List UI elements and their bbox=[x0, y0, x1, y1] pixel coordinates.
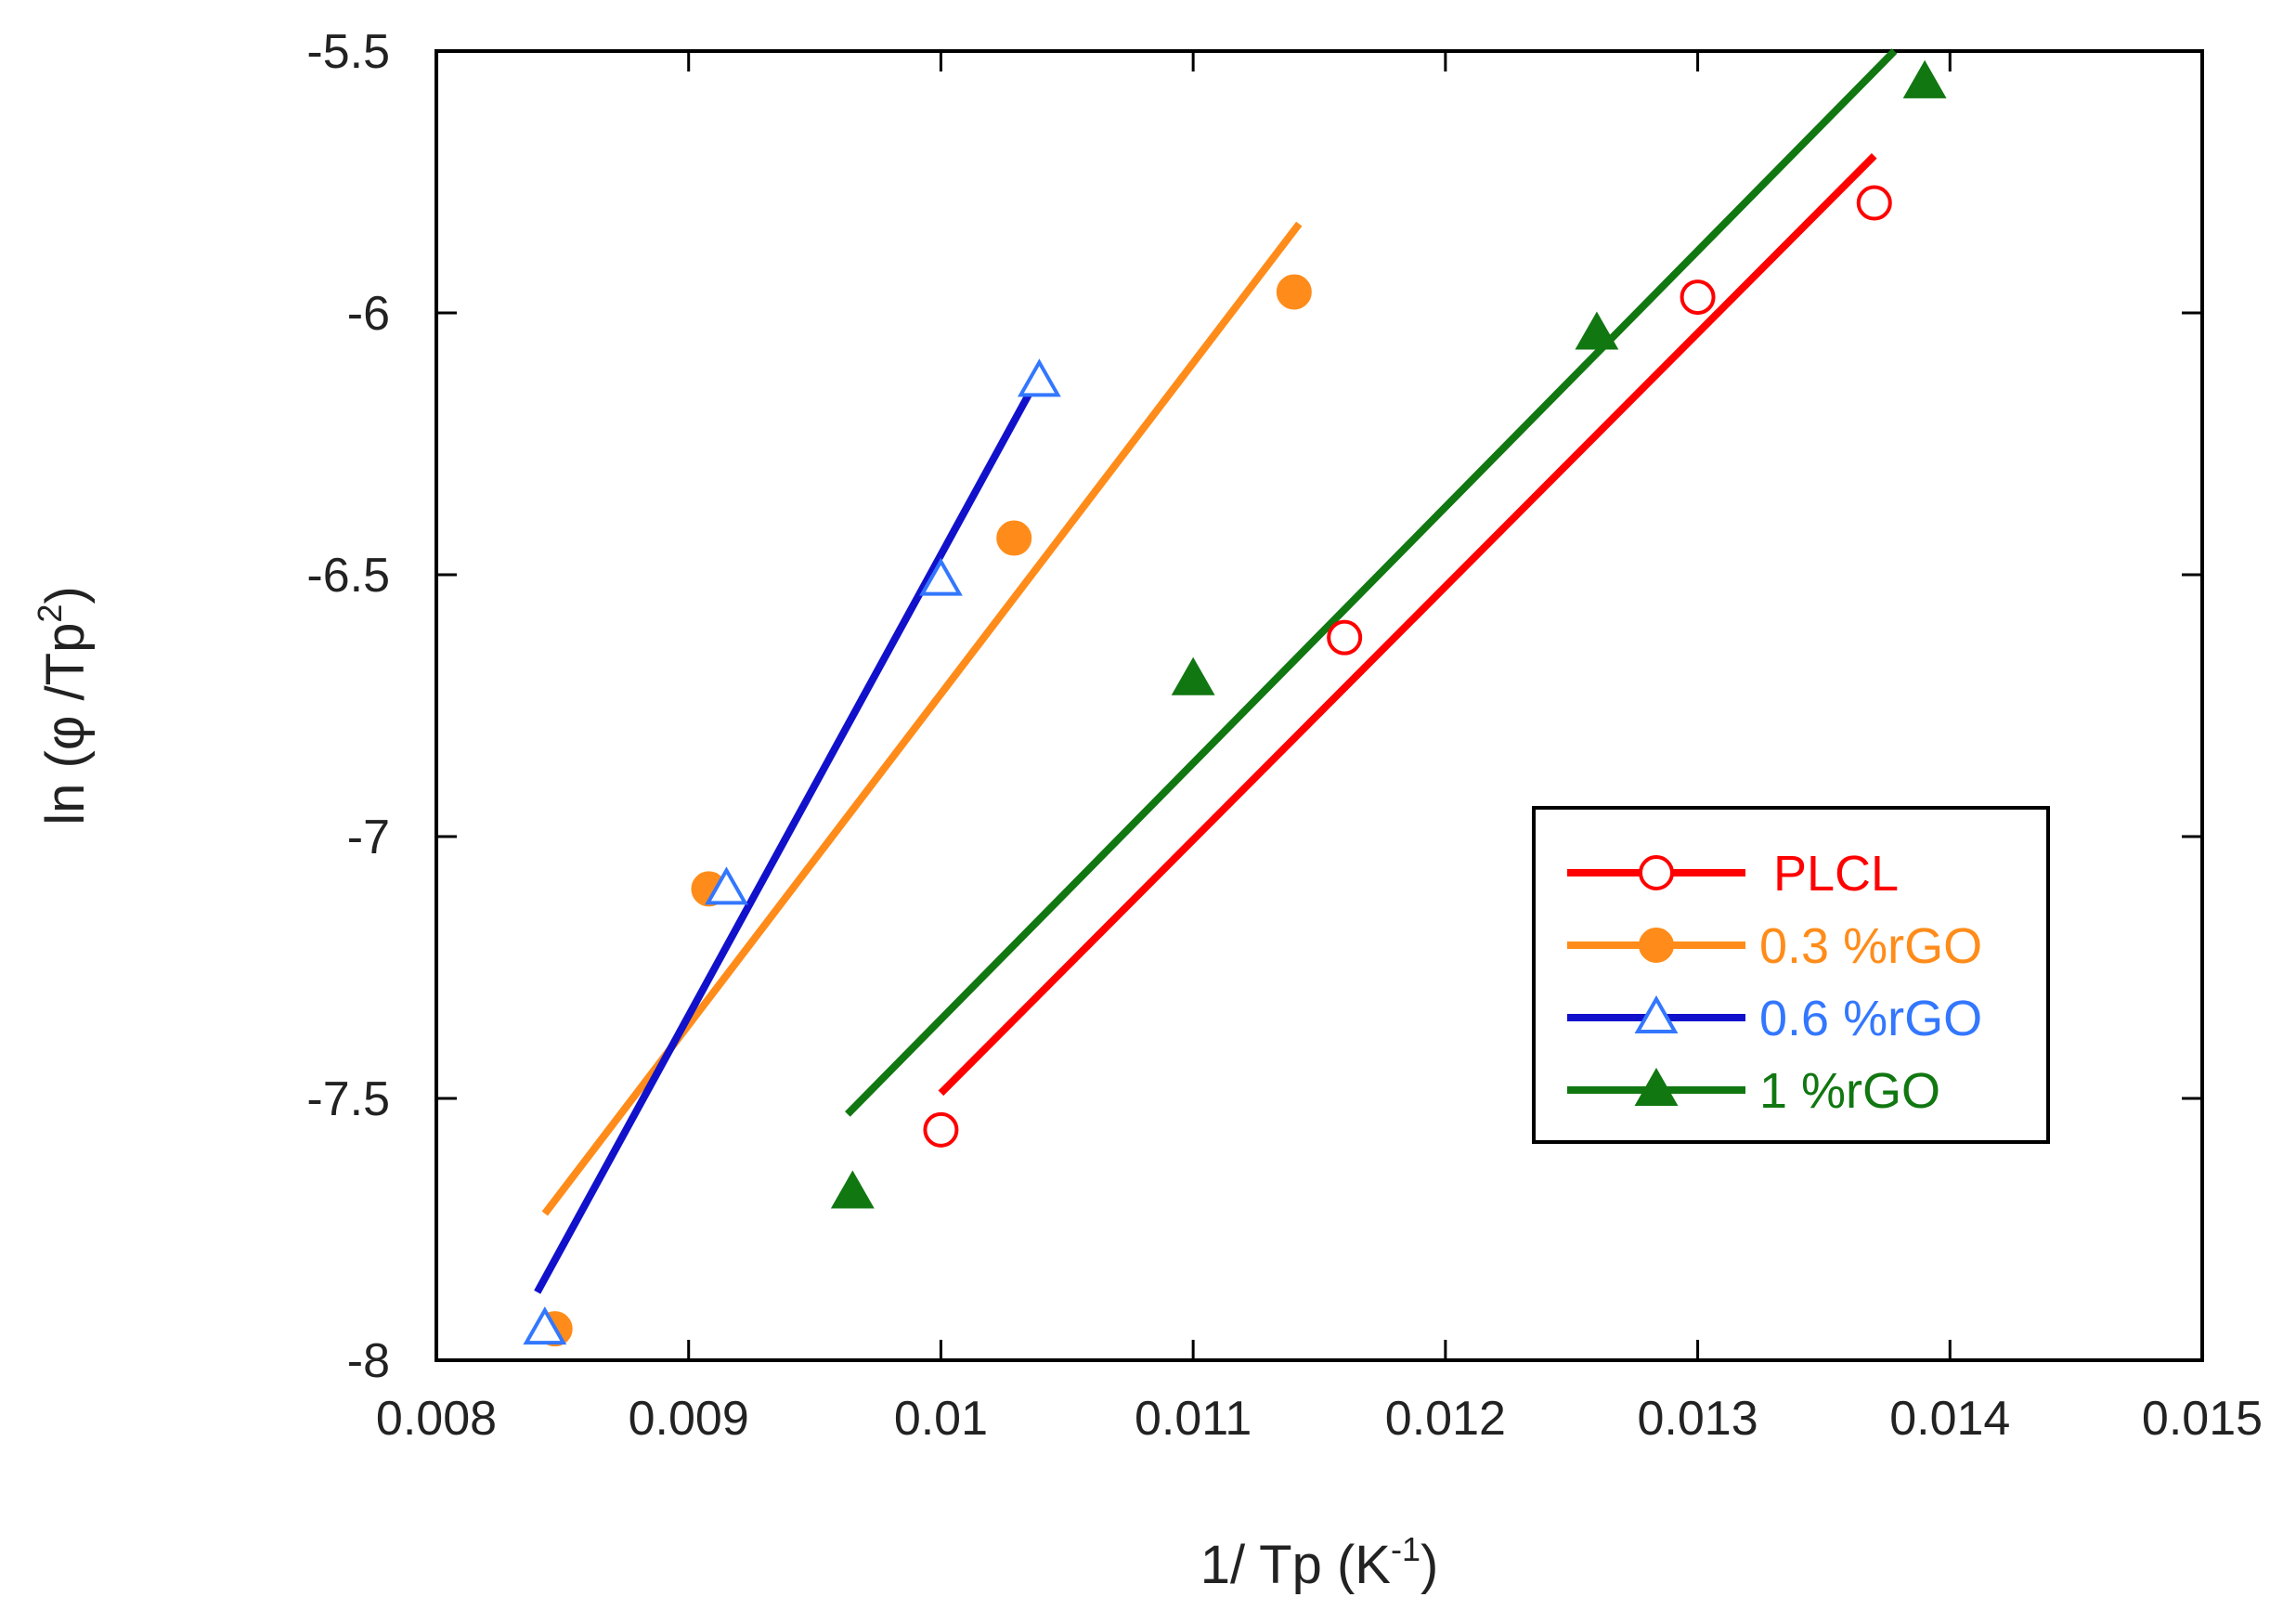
point-plcl bbox=[1856, 185, 1892, 221]
legend-label-0-6-rgo: 0.6 %rGO bbox=[1759, 991, 1982, 1046]
fit-line-1-rgo bbox=[845, 48, 1898, 1117]
x-tick-label: 0.008 bbox=[376, 1392, 497, 1446]
point-1-rgo bbox=[830, 1170, 875, 1209]
y-tick-label: -7 bbox=[347, 811, 390, 864]
point-plcl bbox=[923, 1111, 959, 1148]
fit-lines bbox=[534, 48, 1898, 1294]
y-tick-label: -6 bbox=[347, 287, 390, 341]
point-plcl bbox=[1680, 279, 1716, 316]
fit-line-0-6-rgo bbox=[534, 369, 1045, 1294]
y-axis-title-sup: 2 bbox=[31, 604, 69, 623]
y-axis-title-main: ln (φ /Tp bbox=[35, 623, 96, 825]
point-plcl bbox=[1327, 619, 1363, 656]
point-1-rgo bbox=[1575, 311, 1619, 350]
point-0-3-rgo bbox=[996, 520, 1032, 556]
x-axis-title-main: 1/ Tp (K bbox=[1200, 1535, 1392, 1595]
x-tick-label: 0.014 bbox=[1889, 1392, 2010, 1446]
ticks: 0.008 0.009 0.01 0.011 0.012 0.013 0.014 0.015 -… bbox=[306, 25, 2263, 1446]
legend-marker-0-3-rgo bbox=[1639, 928, 1674, 963]
y-tick-label: -5.5 bbox=[306, 25, 390, 79]
x-axis-title: 1/ Tp (K-1) bbox=[1200, 1530, 1439, 1595]
y-tick-label: -7.5 bbox=[306, 1072, 390, 1126]
x-axis-title-sup: -1 bbox=[1391, 1530, 1420, 1568]
y-tick-label: -6.5 bbox=[306, 549, 390, 603]
y-axis-title: ln (φ /Tp2) bbox=[31, 586, 96, 824]
legend-label-0-3-rgo: 0.3 %rGO bbox=[1759, 918, 1982, 974]
legend-marker-1-rgo bbox=[1634, 1067, 1679, 1106]
point-1-rgo bbox=[1171, 656, 1215, 695]
x-tick-label: 0.009 bbox=[629, 1392, 749, 1446]
legend-marker-plcl bbox=[1639, 855, 1674, 890]
data-markers bbox=[523, 59, 1947, 1347]
x-tick-label: 0.013 bbox=[1638, 1392, 1758, 1446]
x-tick-label: 0.011 bbox=[1135, 1392, 1252, 1446]
fit-line-plcl bbox=[938, 152, 1877, 1097]
point-0-3-rgo bbox=[1276, 274, 1312, 310]
legend-label-1-rgo: 1 %rGO bbox=[1759, 1063, 1940, 1119]
x-axis-title-end: ) bbox=[1420, 1535, 1438, 1595]
legend-label-plcl: PLCL bbox=[1773, 846, 1899, 902]
point-0-6-rgo bbox=[918, 557, 963, 596]
plot-frame bbox=[435, 49, 2204, 1362]
y-axis-title-end: ) bbox=[35, 586, 96, 604]
point-0-6-rgo bbox=[1017, 358, 1061, 397]
point-1-rgo bbox=[1902, 59, 1947, 98]
legend-marker-0-6-rgo bbox=[1634, 994, 1679, 1033]
point-0-6-rgo bbox=[523, 1306, 567, 1345]
point-0-6-rgo bbox=[705, 866, 748, 905]
x-tick-label: 0.01 bbox=[894, 1392, 988, 1446]
y-tick-label: -8 bbox=[347, 1334, 390, 1388]
x-tick-label: 0.012 bbox=[1385, 1392, 1506, 1446]
legend: PLCL 0.3 %rGO 0.6 %rGO 1 %rGO bbox=[1532, 806, 2050, 1144]
x-tick-label: 0.015 bbox=[2142, 1392, 2263, 1446]
